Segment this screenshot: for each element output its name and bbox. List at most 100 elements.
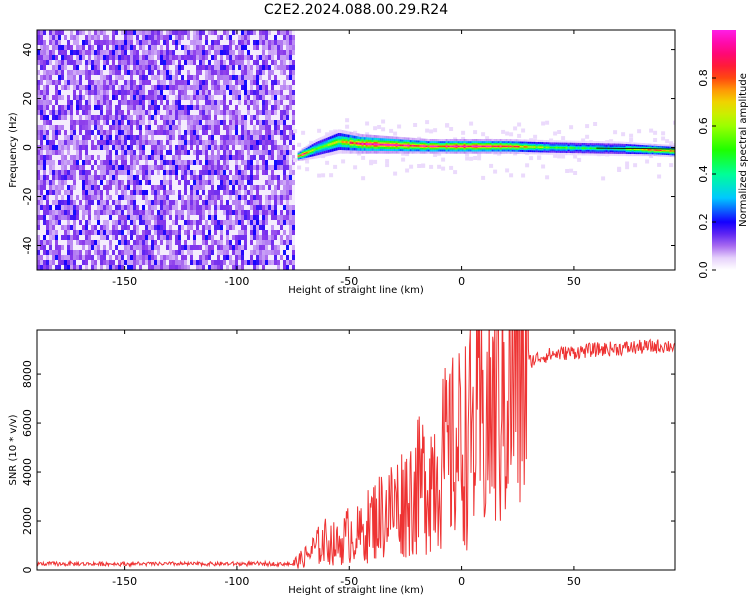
heatmap-cell (154, 150, 157, 155)
heatmap-cell (133, 230, 136, 235)
heatmap-cell (238, 265, 241, 270)
heatmap-cell (244, 240, 247, 245)
heatmap-cell (220, 165, 223, 170)
heatmap-cell (40, 220, 43, 225)
heatmap-cell (232, 255, 235, 260)
heatmap-cell (321, 173, 326, 178)
heatmap-cell (130, 235, 133, 240)
heatmap-cell (223, 230, 226, 235)
heatmap-cell (79, 195, 82, 200)
heatmap-cell (151, 205, 154, 210)
heatmap-cell (268, 45, 271, 50)
heatmap-cell (277, 30, 280, 35)
heatmap-cell (235, 145, 238, 150)
heatmap-cell (172, 210, 175, 215)
heatmap-cell (202, 200, 205, 205)
heatmap-cell (229, 245, 232, 250)
heatmap-cell (70, 35, 73, 40)
heatmap-cell (112, 55, 115, 60)
heatmap-cell (127, 115, 130, 120)
heatmap-cell (325, 132, 330, 137)
heatmap-cell (286, 140, 289, 145)
heatmap-cell (154, 185, 157, 190)
heatmap-cell (73, 235, 76, 240)
heatmap-cell (94, 245, 97, 250)
heatmap-cell (64, 180, 67, 185)
heatmap-cell (226, 185, 229, 190)
heatmap-cell (157, 60, 160, 65)
heatmap-cell (61, 195, 64, 200)
heatmap-cell (139, 95, 142, 100)
heatmap-cell (557, 154, 562, 159)
heatmap-cell (76, 40, 79, 45)
heatmap-cell (250, 220, 253, 225)
heatmap-cell (145, 40, 148, 45)
heatmap-cell (88, 130, 91, 135)
heatmap-cell (166, 140, 169, 145)
heatmap-cell (154, 180, 157, 185)
heatmap-cell (94, 35, 97, 40)
heatmap-cell (469, 145, 472, 148)
heatmap-cell (202, 75, 205, 80)
heatmap-cell (313, 148, 316, 151)
heatmap-cell (193, 45, 196, 50)
heatmap-cell (58, 125, 61, 130)
heatmap-cell (274, 30, 277, 35)
heatmap-cell (154, 130, 157, 135)
heatmap-cell (115, 100, 118, 105)
heatmap-cell (73, 70, 76, 75)
heatmap-cell (118, 225, 121, 230)
heatmap-cell (124, 220, 127, 225)
heatmap-cell (79, 90, 82, 95)
heatmap-cell (283, 70, 286, 75)
heatmap-cell (229, 105, 232, 110)
heatmap-cell (37, 45, 40, 50)
heatmap-cell (235, 120, 238, 125)
heatmap-cell (79, 205, 82, 210)
heatmap-cell (55, 60, 58, 65)
heatmap-cell (154, 245, 157, 250)
heatmap-cell (235, 125, 238, 130)
heatmap-cell (289, 220, 292, 225)
heatmap-cell (88, 190, 91, 195)
heatmap-cell (259, 140, 262, 145)
heatmap-cell (175, 120, 178, 125)
heatmap-cell (181, 50, 184, 55)
heatmap-cell (115, 160, 118, 165)
heatmap-cell (43, 230, 46, 235)
heatmap-cell (76, 190, 79, 195)
heatmap-cell (97, 100, 100, 105)
heatmap-cell (139, 175, 142, 180)
heatmap-cell (256, 115, 259, 120)
heatmap-cell (190, 170, 193, 175)
heatmap-cell (453, 170, 458, 175)
heatmap-cell (286, 170, 289, 175)
heatmap-cell (292, 155, 295, 160)
heatmap-cell (139, 200, 142, 205)
heatmap-cell (292, 120, 295, 125)
heatmap-cell (55, 175, 58, 180)
heatmap-cell (289, 150, 292, 155)
heatmap-cell (265, 200, 268, 205)
heatmap-cell (166, 240, 169, 245)
heatmap-cell (286, 230, 289, 235)
heatmap-cell (154, 240, 157, 245)
heatmap-cell (115, 180, 118, 185)
heatmap-cell (142, 35, 145, 40)
heatmap-cell (85, 70, 88, 75)
heatmap-cell (283, 160, 286, 165)
heatmap-cell (190, 265, 193, 270)
heatmap-cell (145, 260, 148, 265)
heatmap-cell (202, 210, 205, 215)
heatmap-cell (160, 75, 163, 80)
heatmap-cell (163, 150, 166, 155)
heatmap-cell (214, 140, 217, 145)
heatmap-cell (76, 220, 79, 225)
heatmap-cell (148, 150, 151, 155)
heatmap-cell (136, 90, 139, 95)
heatmap-cell (489, 145, 492, 148)
heatmap-cell (166, 115, 169, 120)
heatmap-cell (286, 110, 289, 115)
heatmap-cell (214, 180, 217, 185)
heatmap-cell (235, 65, 238, 70)
